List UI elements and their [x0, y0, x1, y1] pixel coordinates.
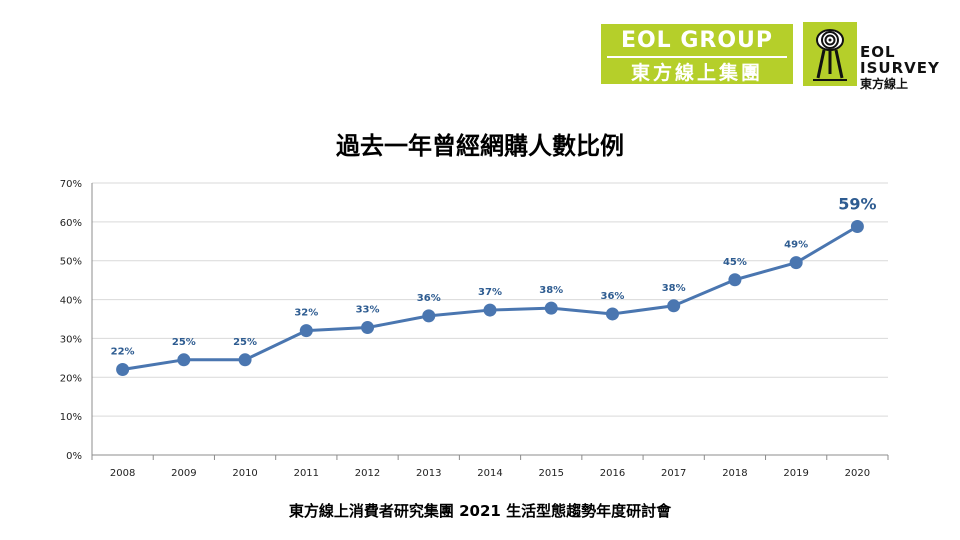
- x-tick-label: 2014: [477, 468, 502, 479]
- chart-title: 過去一年曾經網購人數比例: [336, 132, 624, 160]
- data-point: [361, 321, 375, 335]
- y-tick-label: 70%: [60, 179, 82, 190]
- x-tick-label: 2015: [539, 468, 564, 479]
- data-label: 59%: [838, 195, 876, 214]
- data-point: [483, 303, 497, 317]
- data-point: [238, 353, 252, 367]
- data-point: [605, 307, 619, 321]
- data-point: [850, 220, 864, 234]
- survey-logo-line1: EOL: [860, 43, 896, 61]
- data-point: [116, 363, 130, 377]
- footer-caption: 東方線上消費者研究集團 2021 生活型態趨勢年度研討會: [288, 502, 672, 520]
- x-tick-label: 2018: [722, 468, 747, 479]
- eol-group-logo-chinese: 東方線上集團: [630, 62, 763, 84]
- data-label: 25%: [233, 337, 257, 348]
- data-label: 25%: [172, 337, 196, 348]
- data-point: [789, 256, 803, 270]
- data-point: [544, 301, 558, 315]
- data-label: 36%: [600, 291, 624, 302]
- x-tick-label: 2013: [416, 468, 441, 479]
- data-point: [667, 299, 681, 313]
- data-label: 33%: [356, 305, 380, 316]
- x-tick-label: 2016: [600, 468, 625, 479]
- x-tick-label: 2012: [355, 468, 380, 479]
- eol-group-logo-text: EOL GROUP: [620, 28, 774, 53]
- data-point: [177, 353, 191, 367]
- survey-logo-line2: ISURVEY: [860, 59, 940, 77]
- data-point: [728, 273, 742, 287]
- data-label: 37%: [478, 287, 502, 298]
- eol-isurvey-logo-icon: [803, 22, 857, 86]
- data-label: 32%: [294, 308, 318, 319]
- y-tick-label: 20%: [60, 373, 82, 384]
- y-tick-label: 0%: [66, 451, 82, 462]
- y-tick-label: 40%: [60, 296, 82, 307]
- logo-divider: [607, 56, 787, 58]
- eol-group-logo: EOL GROUP 東方線上集團: [601, 24, 793, 84]
- data-point: [422, 309, 436, 323]
- data-label: 38%: [539, 285, 563, 296]
- data-label: 22%: [111, 347, 135, 358]
- data-label: 49%: [784, 240, 808, 251]
- y-tick-label: 50%: [60, 257, 82, 268]
- x-tick-label: 2010: [232, 468, 257, 479]
- x-tick-label: 2009: [171, 468, 196, 479]
- data-label: 45%: [723, 257, 747, 268]
- x-tick-label: 2011: [294, 468, 319, 479]
- x-tick-label: 2019: [783, 468, 808, 479]
- y-tick-label: 10%: [60, 412, 82, 423]
- data-label: 36%: [417, 293, 441, 304]
- x-tick-label: 2008: [110, 468, 135, 479]
- y-tick-label: 30%: [60, 334, 82, 345]
- eol-isurvey-logo: EOL ISURVEY 東方線上: [860, 44, 950, 92]
- data-point: [299, 324, 313, 338]
- y-tick-label: 60%: [60, 218, 82, 229]
- survey-logo-line3: 東方線上: [860, 77, 909, 91]
- x-tick-label: 2020: [845, 468, 870, 479]
- x-tick-label: 2017: [661, 468, 686, 479]
- data-label: 38%: [662, 283, 686, 294]
